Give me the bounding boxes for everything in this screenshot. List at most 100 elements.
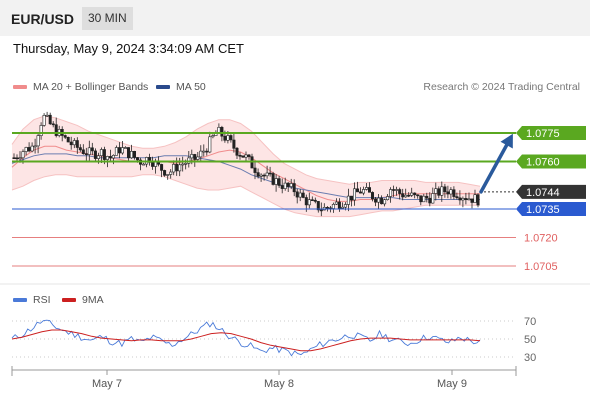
candle-body bbox=[325, 207, 329, 209]
candle-body bbox=[211, 135, 215, 138]
candle-body bbox=[422, 195, 426, 203]
candle-body bbox=[181, 163, 185, 166]
legend-ma50: MA 50 bbox=[156, 81, 206, 93]
candle-body bbox=[304, 197, 308, 206]
candle-body bbox=[15, 157, 19, 160]
candle-body bbox=[190, 154, 194, 159]
candle-body bbox=[455, 196, 459, 199]
forecast-arrow-head bbox=[500, 133, 513, 149]
bollinger-upper-line bbox=[11, 115, 481, 187]
candle-body bbox=[265, 172, 269, 177]
level-tag bbox=[516, 202, 586, 216]
candle-body bbox=[476, 194, 480, 206]
candle-body bbox=[467, 198, 471, 201]
current-price-tag bbox=[516, 184, 586, 199]
candle-body bbox=[398, 189, 402, 194]
legend-9ma: 9MA bbox=[62, 294, 104, 306]
candle-body bbox=[307, 199, 311, 206]
candle-body bbox=[63, 135, 67, 138]
candle-body bbox=[262, 174, 266, 177]
candle-body bbox=[247, 154, 251, 157]
candle-body bbox=[226, 135, 230, 141]
bollinger-bands bbox=[11, 115, 481, 218]
level-tag bbox=[516, 126, 586, 140]
candle-body bbox=[169, 171, 173, 175]
candle-body bbox=[241, 155, 245, 158]
candle-body bbox=[84, 153, 88, 155]
candle-body bbox=[93, 150, 97, 159]
legend-rsi-label: RSI bbox=[33, 294, 51, 306]
legend-ma50-swatch bbox=[156, 85, 170, 89]
candle-body bbox=[133, 151, 137, 158]
candle-body bbox=[473, 194, 477, 203]
candle-body bbox=[235, 147, 239, 156]
candle-body bbox=[196, 156, 200, 160]
candle-body bbox=[232, 139, 236, 149]
time-tick-label: May 7 bbox=[92, 378, 122, 390]
candle-body bbox=[310, 199, 314, 201]
level-tag bbox=[516, 154, 586, 169]
candle-body bbox=[51, 123, 55, 126]
candle-body bbox=[358, 191, 362, 194]
level-label-1-0760: 1.0760 bbox=[526, 157, 560, 169]
candle-body bbox=[66, 137, 70, 143]
candle-body bbox=[386, 196, 390, 201]
candle-body bbox=[292, 183, 296, 193]
candle-body bbox=[114, 147, 118, 156]
forecast-arrow-shaft bbox=[479, 137, 512, 194]
time-tick-label: May 8 bbox=[264, 378, 294, 390]
forecast-arrow bbox=[479, 133, 513, 194]
candle-body bbox=[370, 192, 374, 200]
chart-header: EUR/USD 30 MIN bbox=[0, 0, 590, 36]
rsi-tick-30: 30 bbox=[524, 352, 536, 364]
level-label-1-0720: 1.0720 bbox=[524, 233, 558, 245]
candle-body bbox=[268, 172, 272, 175]
candle-body bbox=[142, 163, 146, 166]
candle-body bbox=[90, 147, 94, 152]
candle-body bbox=[301, 192, 305, 198]
level-label-1-0705: 1.0705 bbox=[524, 261, 558, 273]
candle-body bbox=[280, 185, 284, 189]
candle-body bbox=[102, 149, 106, 160]
candle-body bbox=[337, 201, 341, 209]
candle-body bbox=[458, 197, 462, 201]
candle-body bbox=[419, 195, 423, 203]
candle-body bbox=[96, 155, 100, 159]
candle-body bbox=[81, 149, 85, 155]
candle-body bbox=[72, 140, 76, 146]
candle-body bbox=[392, 189, 396, 191]
candle-body bbox=[118, 147, 122, 154]
candle-body bbox=[87, 147, 91, 155]
candle-body bbox=[340, 206, 344, 209]
legend-bollinger-label: MA 20 + Bollinger Bands bbox=[33, 81, 149, 93]
candle-body bbox=[449, 189, 453, 195]
candle-body bbox=[364, 187, 368, 190]
rsi-tick-50: 50 bbox=[524, 334, 536, 346]
candle-body bbox=[105, 156, 109, 160]
candle-body bbox=[172, 164, 176, 173]
candle-body bbox=[313, 199, 317, 202]
candle-body bbox=[434, 188, 438, 194]
legend-ma50-label: MA 50 bbox=[176, 81, 206, 93]
candlesticks bbox=[12, 111, 480, 217]
candle-body bbox=[205, 150, 209, 153]
candle-body bbox=[404, 194, 408, 198]
current-price-label: 1.0744 bbox=[526, 187, 560, 199]
candle-body bbox=[431, 193, 435, 204]
candle-body bbox=[124, 147, 128, 149]
candle-body bbox=[361, 189, 365, 194]
candle-body bbox=[39, 125, 43, 137]
candle-body bbox=[127, 147, 131, 159]
candle-body bbox=[163, 170, 167, 176]
candle-body bbox=[151, 162, 155, 167]
candle-body bbox=[401, 193, 405, 198]
timeframe-button[interactable]: 30 MIN bbox=[82, 7, 133, 30]
ma50-line bbox=[11, 153, 480, 200]
candle-body bbox=[355, 188, 359, 193]
candle-body bbox=[274, 178, 278, 185]
candle-body bbox=[12, 157, 16, 159]
bollinger-band-fill bbox=[12, 115, 480, 217]
candle-body bbox=[45, 114, 49, 117]
candle-body bbox=[416, 194, 420, 197]
